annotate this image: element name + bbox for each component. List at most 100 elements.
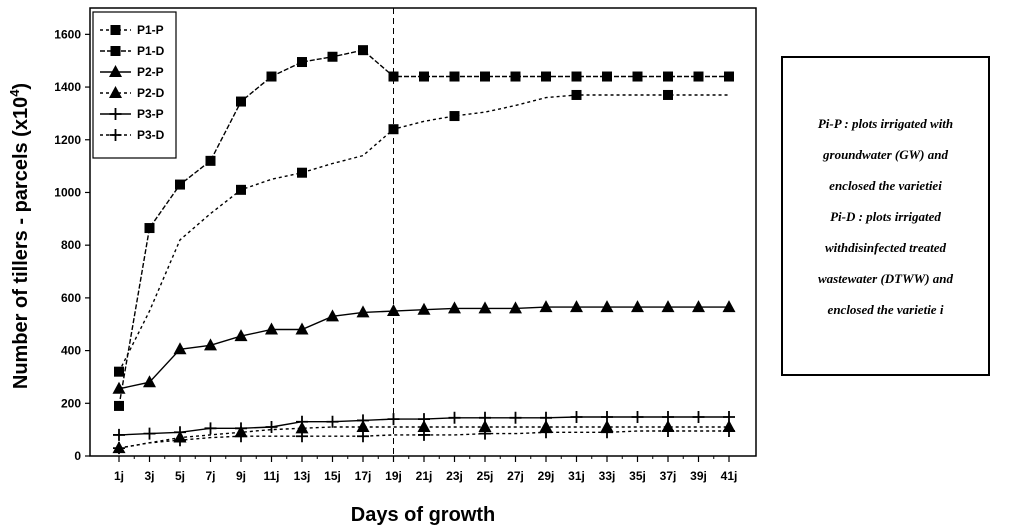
x-tick-label: 19j [385, 469, 402, 483]
data-point-p3-d [479, 427, 491, 440]
data-point-p1-d [510, 71, 521, 82]
data-point-p1-d [419, 71, 429, 82]
x-tick-label: 31j [568, 469, 585, 483]
legend-marker-p1-d [110, 46, 121, 56]
data-point-p1-p [297, 167, 307, 178]
x-tick-label: 29j [538, 469, 555, 483]
note-line: withdisinfected treated [825, 239, 946, 255]
data-point-p1-p [236, 184, 246, 195]
data-point-p3-d [113, 442, 125, 455]
x-tick-label: 35j [629, 469, 646, 483]
data-point-p2-p [234, 329, 248, 342]
series-line-p1-d [118, 49, 729, 407]
data-point-p1-d [663, 71, 673, 82]
legend-label-p1-p: P1-P [137, 23, 164, 37]
data-point-p2-p [356, 305, 370, 318]
data-point-p1-d [388, 71, 399, 82]
data-point-p3-p [601, 410, 613, 423]
note-line: enclosed the varietie i [827, 301, 944, 317]
x-tick-label: 17j [355, 469, 372, 483]
x-tick-label: 13j [294, 469, 311, 483]
data-point-p3-p [204, 422, 217, 435]
note-line: Pi-P : plots irrigated with [817, 115, 954, 131]
legend-marker-p2-p [109, 65, 122, 77]
data-point-p3-p [357, 414, 369, 427]
x-axis-title: Days of growth [351, 504, 495, 526]
y-tick-label: 1400 [54, 80, 81, 94]
legend-label-p3-p: P3-P [137, 107, 164, 121]
series-line-p1-p [118, 94, 729, 373]
data-point-p1-d [571, 71, 582, 82]
data-point-p3-d [662, 424, 674, 437]
y-tick-label: 1600 [54, 27, 81, 41]
data-point-p2-p [112, 381, 126, 394]
legend-marker-p3-d [109, 129, 122, 141]
data-point-p3-p [662, 410, 674, 423]
y-tick-label: 200 [61, 396, 81, 410]
data-point-p1-d [724, 71, 734, 82]
x-tick-label: 5j [175, 469, 185, 483]
data-point-p2-d [478, 420, 492, 433]
data-point-p1-p [449, 111, 460, 122]
x-tick-label: 21j [416, 469, 433, 483]
x-tick-label: 33j [599, 469, 616, 483]
series-line-p3-d [118, 430, 729, 449]
data-point-p1-d [144, 223, 155, 234]
data-point-p2-p [295, 322, 309, 335]
data-point-p1-d [297, 57, 307, 68]
note-line: groundwater (GW) and [823, 146, 948, 162]
data-point-p2-p [539, 300, 553, 313]
data-point-p1-d [205, 155, 216, 166]
data-point-p3-p [143, 427, 156, 440]
data-point-p1-p [663, 89, 673, 100]
x-tick-label: 3j [144, 469, 154, 483]
data-point-p2-p [509, 301, 522, 314]
data-point-p2-p [478, 301, 492, 314]
note-box: Pi-P : plots irrigated with groundwater (… [781, 56, 990, 376]
data-point-p3-d [540, 426, 552, 439]
data-point-p2-d [539, 420, 553, 433]
chart-markers-layer [112, 45, 736, 455]
data-point-p1-d [541, 71, 551, 82]
y-tick-label: 600 [61, 291, 81, 305]
y-tick-label: 0 [74, 449, 81, 463]
data-point-p1-d [480, 71, 490, 82]
data-point-p1-d [693, 71, 704, 82]
y-axis-title-exponent: 4 [7, 89, 22, 97]
data-point-p2-p [600, 300, 614, 313]
data-point-p3-p [479, 411, 491, 424]
y-tick-label: 400 [61, 344, 81, 358]
data-point-p3-p [540, 411, 552, 424]
y-tick-label: 800 [61, 238, 81, 252]
axis-layer: 0 200 400 600 800 1000 1200 1400 1600 1j 3j 5j 7j 9j 1… [54, 27, 737, 483]
note-line: enclosed the varietiei [829, 177, 942, 193]
data-point-p2-p [326, 309, 339, 322]
data-point-p3-p [509, 411, 522, 424]
data-point-p3-d [357, 430, 369, 443]
data-point-p3-p [418, 413, 430, 426]
data-point-p2-p [173, 342, 187, 355]
data-point-p2-p [417, 302, 431, 315]
data-point-p3-d [235, 430, 247, 443]
legend-box [92, 11, 177, 159]
data-point-p2-p [204, 338, 217, 351]
data-point-p2-p [631, 300, 644, 313]
x-tick-label: 41j [721, 469, 738, 483]
data-point-p3-d [418, 428, 430, 441]
x-tick-label: 23j [446, 469, 463, 483]
data-point-p3-p [113, 428, 125, 441]
legend-marker-p3-p [109, 108, 122, 120]
legend-label-p3-d: P3-D [137, 128, 165, 142]
y-axis-title-main: Number of tillers - parcels (x10 [10, 97, 32, 389]
data-point-p1-d [327, 51, 338, 62]
data-point-p2-p [692, 300, 705, 313]
data-point-p1-d [114, 400, 124, 411]
data-point-p3-p [448, 411, 461, 424]
legend-label-p2-p: P2-P [137, 65, 164, 79]
data-point-p3-d [296, 430, 308, 443]
y-tick-label: 1200 [54, 133, 81, 147]
legend-label-p1-d: P1-D [137, 44, 165, 58]
x-tick-label: 1j [114, 469, 124, 483]
data-point-p1-d [602, 71, 612, 82]
